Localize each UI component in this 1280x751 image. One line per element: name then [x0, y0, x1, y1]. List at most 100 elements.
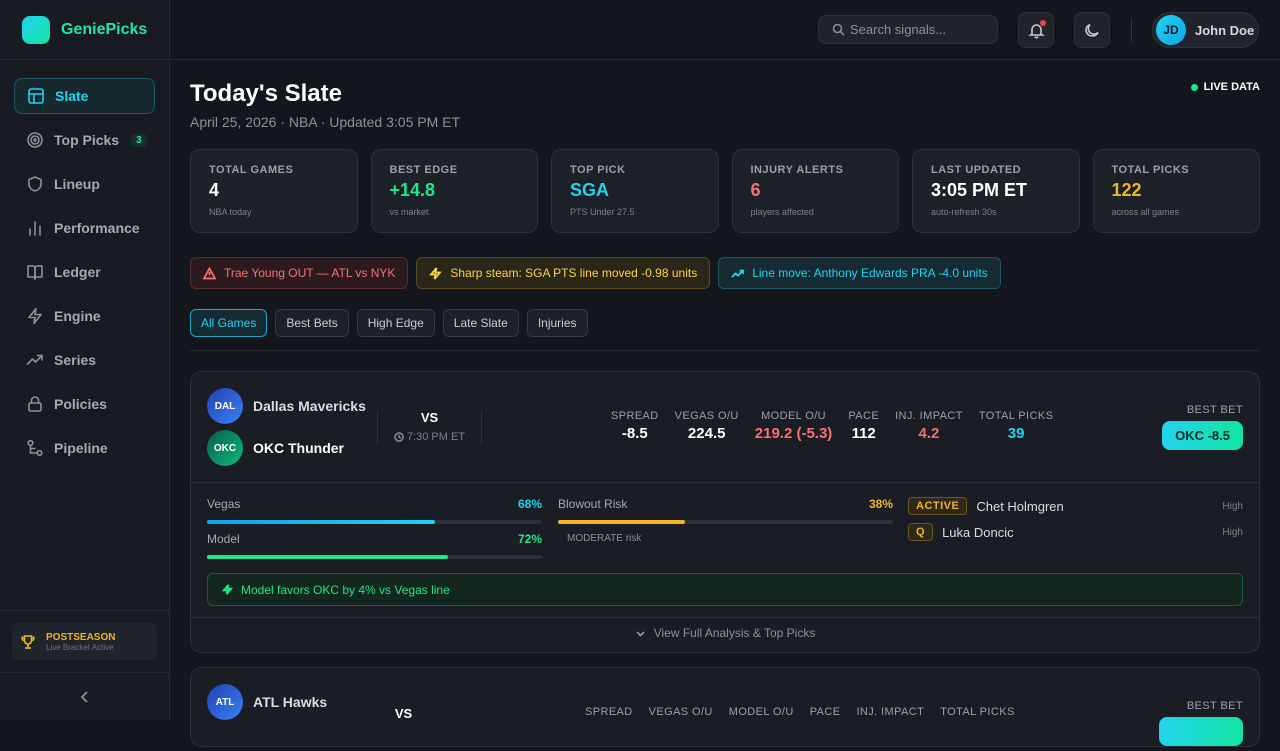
live-label: LIVE DATA	[1203, 81, 1260, 93]
best-bet-button[interactable]	[1159, 717, 1243, 746]
stat-label: TOTAL PICKS	[940, 706, 1015, 718]
risk-level: MODERATE risk	[567, 533, 642, 544]
vegas-probability: Vegas 68%	[207, 497, 542, 524]
stat-value: 4	[209, 180, 220, 200]
sidebar-item-label: Ledger	[54, 264, 101, 280]
warning-icon	[203, 266, 216, 279]
filter-high-edge[interactable]: High Edge	[356, 309, 435, 337]
stat-pace: PACE 112	[840, 410, 887, 442]
progress-fill	[207, 555, 449, 559]
stat-label: SPREAD	[611, 410, 659, 422]
filter-late-slate[interactable]: Late Slate	[442, 309, 519, 337]
team-name: ATL Hawks	[253, 694, 328, 710]
stats-row: TOTAL GAMES 4 NBA today BEST EDGE +14.8 …	[190, 149, 1260, 233]
player-name[interactable]: Luka Doncic	[942, 524, 1014, 540]
stat-value: 219.2 (-5.3)	[754, 425, 833, 442]
stat-label: PACE	[848, 410, 880, 422]
game-time: 7:30 PM ET	[378, 431, 481, 443]
notifications-button[interactable]	[1018, 12, 1054, 48]
divider	[0, 59, 169, 60]
sidebar-item-lineup[interactable]: Lineup	[14, 166, 155, 202]
bar-chart-icon	[29, 221, 41, 236]
stat-value: 39	[1007, 425, 1025, 442]
stat-sub: NBA today	[209, 207, 252, 217]
theme-toggle-button[interactable]	[1074, 12, 1110, 48]
blowout-risk: Blowout Risk 38% MODERATE risk	[558, 497, 893, 544]
sidebar-item-performance[interactable]: Performance	[14, 210, 155, 246]
sidebar-item-engine[interactable]: Engine	[14, 298, 155, 334]
stat-label: TOTAL PICKS	[978, 410, 1054, 422]
view-analysis-label: View Full Analysis & Top Picks	[653, 626, 816, 640]
alert-sharp-steam[interactable]: Sharp steam: SGA PTS line moved -0.98 un…	[416, 257, 711, 289]
alert-line-move[interactable]: Line move: Anthony Edwards PRA -4.0 unit…	[718, 257, 1001, 289]
app-logo[interactable]: GeniePicks	[22, 16, 147, 44]
away-team: ATL ATL Hawks	[207, 684, 327, 720]
trend-icon	[26, 354, 43, 365]
page-subtitle: April 25, 2026 · NBA · Updated 3:05 PM E…	[190, 114, 461, 130]
sidebar-item-top-picks[interactable]: Top Picks 3	[14, 122, 155, 158]
stat-card-last-updated: LAST UPDATED 3:05 PM ET auto-refresh 30s	[912, 149, 1080, 233]
sidebar-item-series[interactable]: Series	[14, 342, 155, 378]
alert-injury[interactable]: Trae Young OUT — ATL vs NYK	[190, 257, 409, 289]
filter-injuries[interactable]: Injuries	[526, 309, 588, 337]
sidebar-item-pipeline[interactable]: Pipeline	[14, 430, 155, 466]
team-logo: DAL	[207, 388, 243, 424]
bolt-icon	[28, 307, 42, 325]
lock-icon	[28, 396, 42, 412]
home-team: OKC OKC Thunder	[207, 430, 344, 466]
stat-label: BEST EDGE	[389, 164, 458, 176]
sidebar-item-label: Performance	[54, 220, 140, 236]
filter-all-games[interactable]: All Games	[190, 309, 268, 337]
impact-level: High	[1222, 500, 1243, 512]
stat-value: +14.8	[389, 180, 436, 200]
chevron-down-icon	[636, 630, 645, 637]
stat-value: SGA	[570, 180, 610, 200]
stat-label: INJ. IMPACT	[895, 410, 963, 422]
live-indicator: LIVE DATA	[1190, 81, 1260, 93]
filter-best-bets[interactable]: Best Bets	[275, 309, 349, 337]
sidebar-item-policies[interactable]: Policies	[14, 386, 155, 422]
avatar: JD	[1156, 15, 1186, 45]
alert-text: Trae Young OUT — ATL vs NYK	[224, 266, 396, 280]
best-bet: BEST BET	[1159, 700, 1243, 751]
collapse-sidebar-button[interactable]	[77, 689, 93, 705]
logo-icon	[22, 16, 50, 44]
sidebar-nav: Slate Top Picks 3 Lineup Performance Led…	[14, 78, 155, 474]
stat-model-ou: MODEL O/U 219.2 (-5.3)	[747, 410, 841, 442]
player-name[interactable]: Chet Holmgren	[976, 498, 1064, 514]
view-analysis-button[interactable]: View Full Analysis & Top Picks	[191, 626, 1259, 640]
best-bet-button[interactable]: OKC -8.5	[1162, 421, 1243, 450]
stat-vegas-ou: VEGAS O/U 224.5	[667, 410, 747, 442]
sidebar-item-label: Slate	[55, 88, 89, 104]
clock-icon	[394, 432, 404, 442]
stat-label: INJURY ALERTS	[750, 164, 844, 176]
user-menu[interactable]: JD John Doe	[1152, 12, 1259, 48]
stat-model-ou: MODEL O/U	[721, 706, 802, 718]
divider	[0, 672, 169, 673]
injury-row: Q Luka Doncic High	[908, 523, 1243, 541]
layout-icon	[28, 88, 44, 104]
team-name: Dallas Mavericks	[253, 398, 366, 414]
filter-tabs: All Games Best Bets High Edge Late Slate…	[190, 309, 588, 337]
bar-label: Model	[207, 532, 240, 546]
stat-value: 6	[750, 180, 761, 200]
stat-label: TOTAL GAMES	[209, 164, 294, 176]
postseason-promo[interactable]: POSTSEASON Live Bracket Active	[12, 623, 157, 660]
trend-icon	[731, 269, 745, 278]
promo-subtitle: Live Bracket Active	[46, 642, 114, 652]
sidebar-item-ledger[interactable]: Ledger	[14, 254, 155, 290]
game-card: DAL Dallas Mavericks OKC OKC Thunder VS …	[190, 371, 1260, 653]
stat-label: TOP PICK	[570, 164, 626, 176]
stat-sub: across all games	[1111, 207, 1180, 217]
stat-label: VEGAS O/U	[648, 706, 713, 718]
game-stats: SPREAD VEGAS O/U MODEL O/U PACE INJ. IMP…	[577, 706, 1023, 718]
divider	[0, 610, 169, 611]
user-name: John Doe	[1195, 22, 1255, 38]
search-input[interactable]: Search signals...	[818, 15, 998, 44]
stat-card-best-edge: BEST EDGE +14.8 vs market	[370, 149, 538, 233]
stat-card-total-picks: TOTAL PICKS 122 across all games	[1092, 149, 1260, 233]
sidebar-item-slate[interactable]: Slate	[14, 78, 155, 114]
best-bet-label: BEST BET	[1186, 404, 1243, 416]
stat-sub: players affected	[750, 207, 814, 217]
page-title: Today's Slate	[190, 80, 342, 107]
